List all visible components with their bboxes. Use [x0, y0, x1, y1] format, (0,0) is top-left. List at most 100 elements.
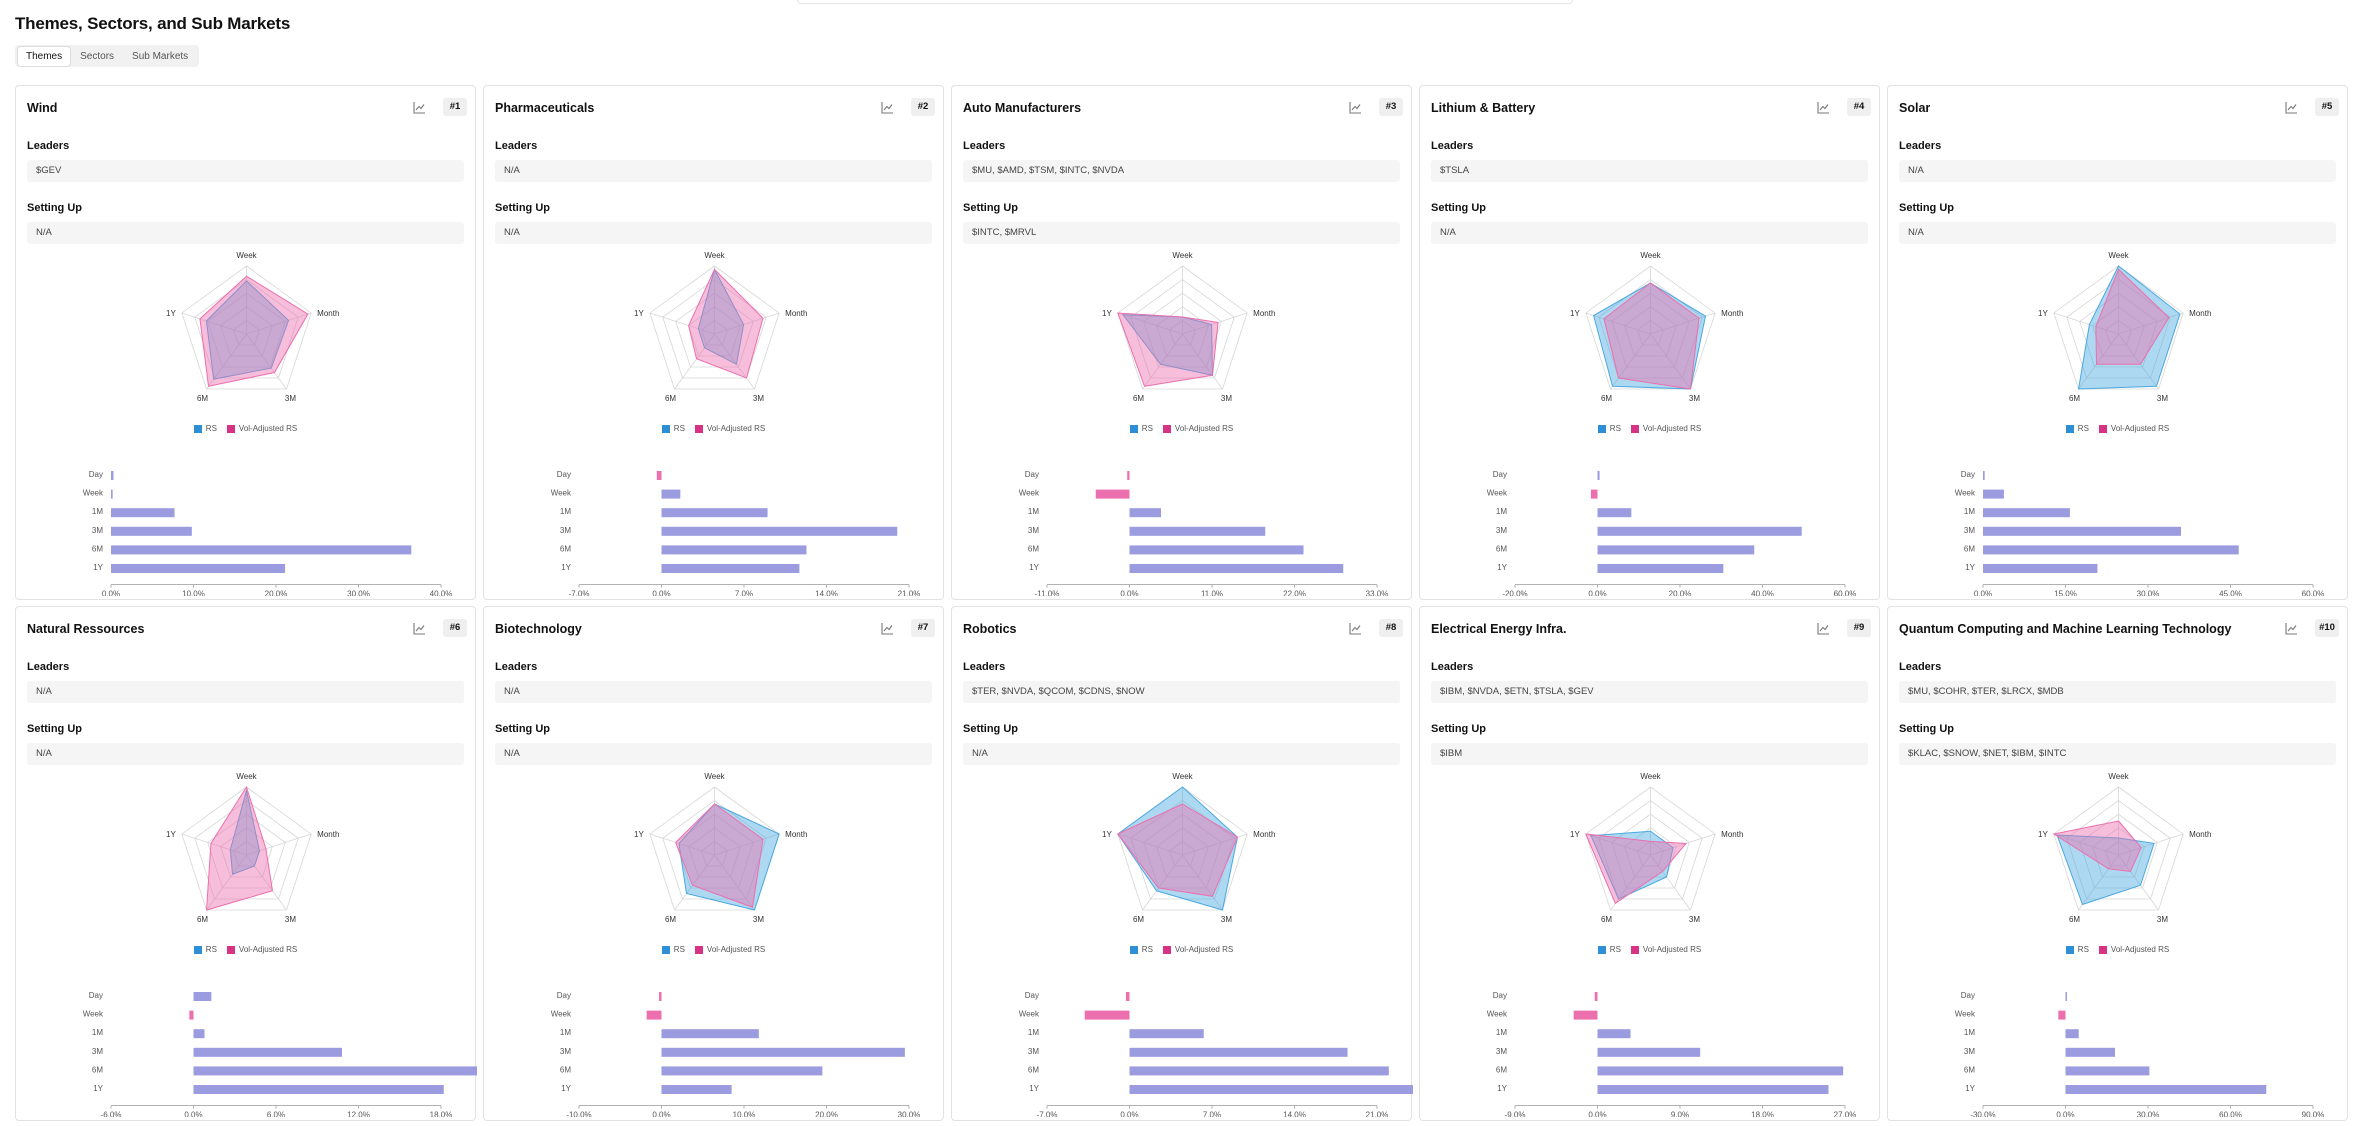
radar-axis-label: 6M — [197, 394, 208, 403]
legend-swatch — [1162, 424, 1171, 433]
radar-axis-label: 1Y — [2038, 309, 2048, 318]
legend-label: RS — [2077, 424, 2089, 433]
radar-spoke — [649, 312, 715, 335]
return-bar — [193, 1066, 477, 1076]
radar-chart: Week Month 3M 6M 1Y — [1570, 772, 1743, 924]
legend-swatch — [694, 945, 703, 954]
bar-axis-tick-label: 0.0% — [1120, 590, 1138, 596]
legend-vol-adjusted-rs[interactable]: Vol-Adjusted RS — [694, 945, 766, 954]
returns-bar-chart: Day Week 1M 3M 6M 1Y -30.0% 0.0% 30.0% 60.0% 90.0% — [1955, 991, 2325, 1117]
card-title: Auto Manufacturers — [963, 101, 1082, 115]
legend-rs[interactable]: RS — [193, 945, 217, 954]
legend-label: RS — [2077, 945, 2089, 954]
return-bar — [661, 1029, 759, 1039]
line-chart-icon[interactable] — [879, 100, 895, 116]
return-bar — [2065, 1029, 2079, 1039]
bar-row-label: 6M — [560, 1065, 571, 1074]
line-chart-icon[interactable] — [2283, 621, 2299, 637]
radar-axis-label: Week — [704, 772, 725, 781]
legend-label: Vol-Adjusted RS — [706, 945, 766, 954]
legend-swatch — [1630, 424, 1639, 433]
tab-sectors[interactable]: Sectors — [80, 50, 115, 62]
line-chart-icon[interactable] — [1815, 621, 1831, 637]
leaders-value: $MU, $COHR, $TER, $LRCX, $MDB — [1899, 681, 2336, 703]
line-chart-icon[interactable] — [411, 621, 427, 637]
top-search-bar-edge[interactable] — [797, 0, 1573, 4]
radar-grid-ring — [675, 292, 754, 368]
rank-badge: #3 — [1379, 98, 1403, 116]
legend-label: Vol-Adjusted RS — [2110, 945, 2170, 954]
legend-rs[interactable]: RS — [2065, 424, 2089, 433]
return-bar — [2065, 1085, 2267, 1094]
return-bar — [1129, 545, 1304, 555]
leaders-label: Leaders — [1431, 140, 1474, 152]
bar-axis-tick-label: 18.0% — [1751, 1111, 1774, 1117]
return-bar — [1125, 992, 1130, 1001]
radar-grid-ring — [688, 827, 741, 878]
line-chart-icon[interactable] — [879, 621, 895, 637]
bar-row-label: Day — [1961, 991, 1975, 1000]
legend-rs[interactable]: RS — [661, 945, 685, 954]
radar-axis-label: Month — [1721, 309, 1743, 318]
setting-up-value: N/A — [495, 222, 932, 244]
legend-vol-adjusted-rs[interactable]: Vol-Adjusted RS — [1162, 945, 1233, 954]
bar-axis-tick-label: 14.0% — [815, 590, 838, 596]
radar-series-vol-adjusted — [199, 275, 309, 387]
tab-sub-markets[interactable]: Sub Markets — [132, 50, 189, 62]
line-chart-icon[interactable] — [411, 100, 427, 116]
legend-swatch — [2065, 424, 2074, 433]
legend-vol-adjusted-rs[interactable]: Vol-Adjusted RS — [1630, 424, 1701, 433]
radar-spoke — [1650, 854, 1691, 911]
legend-rs[interactable]: RS — [193, 424, 217, 433]
setting-up-label: Setting Up — [27, 723, 82, 735]
tab-themes[interactable]: Themes — [18, 46, 71, 66]
legend-rs[interactable]: RS — [1129, 424, 1153, 433]
radar-grid-ring — [1624, 306, 1677, 357]
legend-rs[interactable]: RS — [1597, 945, 1621, 954]
line-chart-icon[interactable] — [2283, 100, 2299, 116]
bar-axis-tick-label: 60.0% — [2219, 1111, 2242, 1117]
theme-cards-grid: Wind #1 Leaders $GEV Setting Up N/A Week Month 3… — [15, 85, 2348, 1121]
legend-vol-adjusted-rs[interactable]: Vol-Adjusted RS — [694, 424, 765, 433]
bar-axis-tick-label: 21.0% — [898, 590, 921, 596]
legend-swatch — [2098, 945, 2107, 954]
return-bar — [661, 1066, 823, 1076]
bar-axis-tick-label: 60.0% — [2302, 590, 2325, 596]
legend-vol-adjusted-rs[interactable]: Vol-Adjusted RS — [226, 945, 297, 954]
line-chart-icon[interactable] — [1347, 100, 1363, 116]
bar-row-label: 3M — [1028, 1047, 1039, 1056]
return-bar — [1573, 1010, 1598, 1020]
legend-rs[interactable]: RS — [2065, 945, 2089, 954]
leaders-value: $TSLA — [1431, 160, 1868, 182]
legend-rs[interactable]: RS — [661, 424, 685, 433]
legend-rs[interactable]: RS — [1129, 945, 1153, 954]
legend-vol-adjusted-rs[interactable]: Vol-Adjusted RS — [2098, 424, 2169, 433]
radar-grid-ring — [688, 306, 741, 357]
bar-row-label: 6M — [1028, 544, 1039, 553]
legend-vol-adjusted-rs[interactable]: Vol-Adjusted RS — [1630, 945, 1701, 954]
radar-axis-label: 3M — [1221, 915, 1232, 924]
legend-vol-adjusted-rs[interactable]: Vol-Adjusted RS — [226, 424, 297, 433]
legend-vol-adjusted-rs[interactable]: Vol-Adjusted RS — [1162, 424, 1233, 433]
return-bar — [656, 471, 662, 480]
setting-up-label: Setting Up — [1899, 723, 1954, 735]
radar-axis-label: 6M — [1133, 394, 1144, 403]
card-title: Lithium & Battery — [1431, 101, 1536, 115]
legend-rs[interactable]: RS — [1597, 424, 1621, 433]
legend-swatch — [1597, 945, 1606, 954]
radar-axis-label: 3M — [753, 915, 764, 924]
bar-axis-tick-label: 0.0% — [1974, 590, 1992, 596]
radar-grid-ring — [1598, 800, 1703, 900]
return-bar — [1594, 992, 1598, 1001]
radar-series-rs — [205, 280, 290, 380]
setting-up-value: $IBM — [1431, 743, 1868, 765]
line-chart-icon[interactable] — [1815, 100, 1831, 116]
return-bar — [1983, 564, 2098, 573]
returns-bar-chart: Day Week 1M 3M 6M 1Y 0.0% 15.0% 30.0% 45.0% 60.0% — [1955, 470, 2325, 596]
line-chart-icon[interactable] — [1347, 621, 1363, 637]
return-bar — [111, 489, 113, 499]
card-title: Quantum Computing and Machine Learning T… — [1899, 622, 2232, 636]
radar-series-rs — [2077, 265, 2181, 390]
legend-vol-adjusted-rs[interactable]: Vol-Adjusted RS — [2098, 945, 2170, 954]
theme-card: Lithium & Battery #4 Leaders $TSLA Setting U… — [1419, 85, 1880, 600]
